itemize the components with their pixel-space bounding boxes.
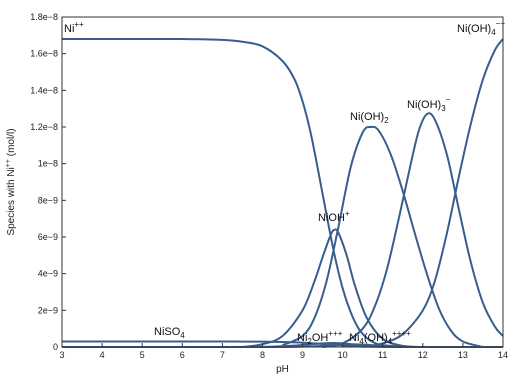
series-label-nioh-plus: NiOH+ (318, 209, 350, 224)
x-axis-label: pH (276, 364, 289, 375)
x-tick-label: 14 (498, 350, 508, 360)
x-tick-label: 8 (260, 350, 265, 360)
series-label-ni2plus: Ni++ (64, 20, 84, 35)
x-tick-label: 3 (59, 350, 64, 360)
y-tick-label: 1.6e−8 (30, 49, 58, 59)
y-tick-label: 8e−9 (38, 195, 58, 205)
y-tick-label: 6e−9 (38, 232, 58, 242)
series-label-ni4oh4-4plus: Ni4(OH)4++++ (349, 329, 411, 346)
x-tick-label: 5 (140, 350, 145, 360)
series-label-nioh3-minus: Ni(OH)3− (407, 95, 451, 113)
y-axis-label: Species with Ni++ (mol/l) (5, 128, 17, 235)
plot-frame (61, 16, 504, 348)
series-line-nioh3-minus (322, 112, 504, 348)
series-line-nioh-plus (242, 228, 423, 348)
series-labels: Ni++ NiOH+ Ni(OH)2 Ni(OH)3− Ni(OH)4−− NiSO4 Ni… (64, 19, 505, 346)
y-tick-label: 2e−9 (38, 305, 58, 315)
series-label-ni2oh-3plus: Ni2OH+++ (297, 329, 343, 346)
y-tick-label: 1.8e−8 (30, 12, 58, 22)
series-line-nioh2 (282, 125, 484, 348)
y-tick-label: 1.2e−8 (30, 122, 58, 132)
y-tick-label: 1e−8 (38, 159, 58, 169)
x-tick-label: 11 (378, 350, 387, 360)
x-tick-label: 13 (458, 350, 468, 360)
series-label-niso4: NiSO4 (154, 326, 185, 340)
series-line-nioh4-2minus (362, 38, 504, 348)
x-tick-label: 7 (220, 350, 225, 360)
plot-lines (61, 37, 504, 349)
x-tick-label: 9 (300, 350, 305, 360)
y-tick-label: 0 (53, 342, 58, 352)
x-tick-label: 10 (338, 350, 348, 360)
x-tick-label: 12 (418, 350, 428, 360)
series-label-nioh2: Ni(OH)2 (350, 111, 389, 125)
y-axis: 0 2e−9 4e−9 6e−9 8e−9 1e−8 1.2e−8 1.4e−8 1.6e−8 1… (30, 12, 66, 352)
y-tick-label: 1.4e−8 (30, 85, 58, 95)
y-tick-label: 4e−9 (38, 269, 58, 279)
x-axis: 3 4 5 6 7 8 9 10 11 12 13 14 (59, 343, 508, 360)
x-tick-label: 6 (180, 350, 185, 360)
series-label-nioh4-2minus: Ni(OH)4−− (457, 19, 505, 37)
x-tick-label: 4 (100, 350, 105, 360)
